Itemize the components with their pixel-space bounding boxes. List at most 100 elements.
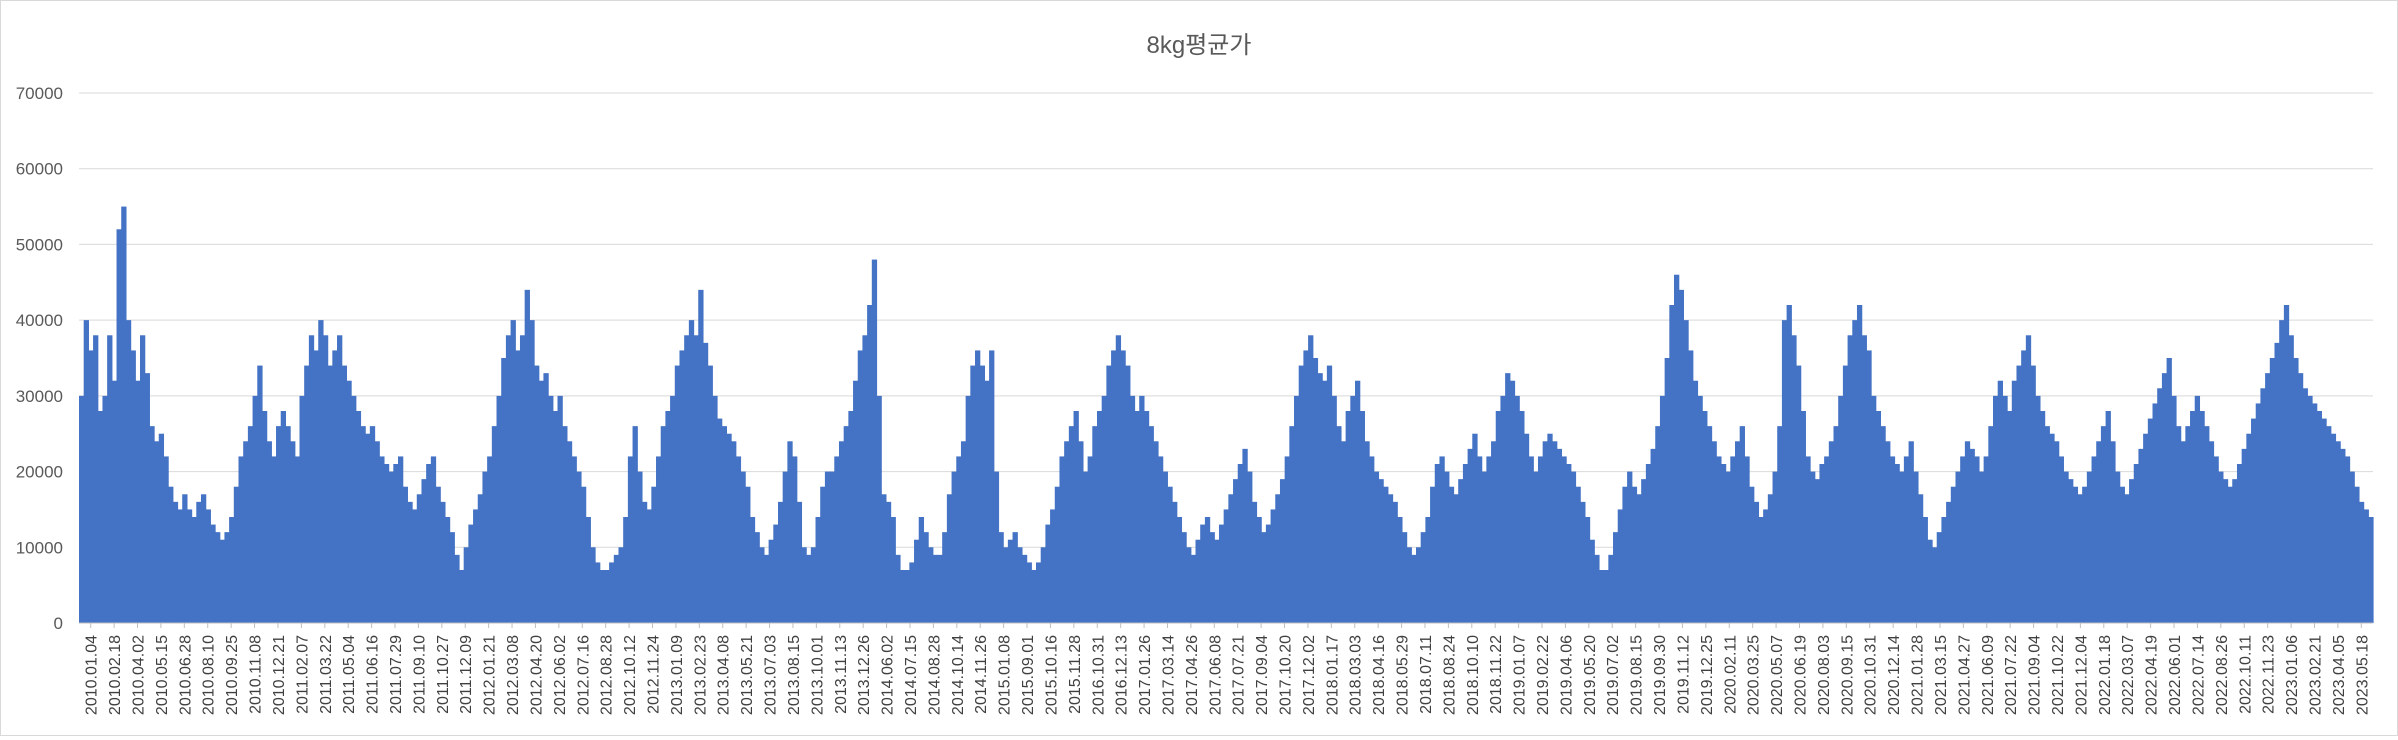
bar: [1936, 532, 1943, 623]
x-tick-label: 2015.09.01: [1020, 635, 1037, 715]
bar: [1575, 486, 1581, 623]
bar: [1026, 562, 1032, 623]
x-tick-label: 2021.12.04: [2073, 635, 2090, 715]
bar: [684, 335, 690, 623]
bar: [1749, 486, 1755, 623]
bar: [1871, 395, 1877, 623]
bar: [590, 547, 596, 623]
bar: [1481, 471, 1487, 623]
bar: [2190, 411, 2196, 623]
bar: [1500, 395, 1506, 623]
bar: [1824, 456, 1830, 623]
bar: [2307, 395, 2313, 623]
bar: [1017, 547, 1023, 623]
bar: [2185, 426, 2191, 623]
bar: [1514, 395, 1520, 623]
bar: [182, 494, 188, 623]
bar: [374, 441, 380, 623]
bar: [1702, 411, 1708, 623]
bar: [1533, 471, 1539, 623]
x-tick-label: 2023.02.21: [2307, 635, 2324, 715]
bar: [1763, 509, 1769, 623]
x-tick-label: 2020.08.03: [1816, 635, 1833, 715]
bar: [2068, 479, 2074, 623]
bar: [731, 441, 737, 623]
x-tick-label: 2021.04.27: [1956, 635, 1973, 715]
bar: [1556, 448, 1563, 623]
bar: [1852, 320, 1858, 623]
x-tick-label: 2021.09.04: [2027, 635, 2044, 715]
bar: [2105, 411, 2111, 623]
bar: [2133, 464, 2140, 623]
bar: [1397, 517, 1403, 623]
bar: [360, 426, 366, 623]
x-tick-label: 2018.08.24: [1441, 635, 1458, 715]
bar: [365, 433, 371, 623]
x-tick-label: 2011.09.10: [411, 635, 428, 714]
bar: [177, 509, 183, 623]
bar: [111, 380, 118, 623]
bar: [463, 547, 469, 623]
bar: [960, 441, 967, 623]
bar: [191, 517, 197, 623]
bar: [257, 365, 263, 623]
x-tick-label: 2022.10.11: [2237, 635, 2254, 714]
bar: [2143, 433, 2149, 623]
bar: [1251, 501, 1258, 623]
bar: [276, 426, 282, 623]
bar: [519, 335, 526, 623]
bar: [1007, 539, 1014, 623]
bar: [2077, 494, 2083, 623]
bar: [2194, 395, 2201, 623]
bar: [285, 426, 291, 623]
bar: [1453, 494, 1459, 623]
y-axis-labels: 0 10000 20000 30000 40000 50000 60000 70000: [16, 84, 63, 633]
x-tick-label: 2019.09.30: [1652, 635, 1669, 715]
x-tick-label: 2013.02.23: [692, 635, 709, 715]
bar: [1247, 471, 1253, 623]
bar: [1580, 501, 1586, 623]
x-tick-label: 2014.10.14: [950, 635, 967, 715]
bar: [1964, 441, 1971, 623]
bar: [1129, 395, 1136, 623]
bar: [792, 456, 798, 623]
x-tick-label: 2020.05.07: [1769, 635, 1786, 715]
bar: [2260, 388, 2266, 623]
bar: [1439, 456, 1445, 623]
bar: [172, 501, 179, 623]
bar: [369, 426, 376, 623]
bar: [1767, 494, 1774, 623]
bar: [1491, 441, 1497, 623]
bar: [1148, 426, 1154, 623]
bar: [2330, 433, 2337, 623]
bar: [1078, 441, 1084, 623]
bar: [2288, 335, 2294, 623]
bar: [618, 547, 624, 623]
bar: [1312, 358, 1319, 623]
bar: [1190, 554, 1197, 623]
x-tick-label: 2010.09.25: [224, 635, 241, 715]
x-tick-label: 2021.07.22: [2003, 635, 2020, 715]
bar: [1434, 464, 1441, 623]
bar: [163, 456, 169, 623]
bar: [745, 486, 751, 623]
x-tick-label: 2020.09.15: [1839, 635, 1856, 715]
bar: [1139, 395, 1145, 623]
bar: [876, 395, 882, 623]
x-tick-label: 2021.06.09: [1980, 635, 1997, 715]
bar: [229, 517, 235, 623]
bar: [1411, 554, 1417, 623]
x-tick-label: 2019.07.02: [1605, 635, 1622, 715]
bar: [1003, 547, 1009, 623]
bar: [871, 259, 878, 623]
x-tick-label: 2020.12.14: [1886, 635, 1903, 715]
bar: [1392, 501, 1398, 623]
x-tick-label: 2022.03.07: [2120, 635, 2137, 715]
bar: [2312, 403, 2318, 623]
bar: [782, 471, 788, 623]
bar: [1842, 365, 1849, 623]
bar: [219, 539, 226, 623]
y-tick-label: 10000: [16, 538, 63, 557]
bar: [862, 335, 868, 623]
bar: [914, 539, 920, 623]
